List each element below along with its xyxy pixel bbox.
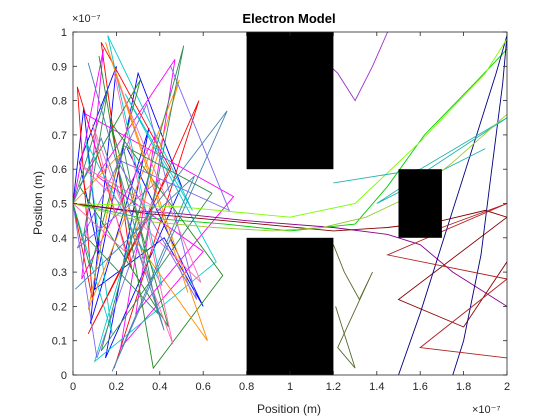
x-tick-label: 0.4 xyxy=(152,381,167,393)
x-tick-label: 1.8 xyxy=(456,381,471,393)
x-tick-label: 1.2 xyxy=(326,381,341,393)
y-tick-label: 0 xyxy=(61,370,67,382)
plot-area: 0 0.2 0.4 0.6 0.8 1 1.2 1.4 1.6 1.8 2 0 0.1 0.2 0.3 0.4… xyxy=(52,27,510,393)
x-tick-label: 2 xyxy=(504,381,510,393)
y-tick-label: 0.2 xyxy=(52,301,67,313)
trajectory-line-17 xyxy=(386,203,507,359)
trajectory-line-11 xyxy=(73,45,213,352)
trajectory-line-13 xyxy=(398,35,507,375)
trajectory-line-7 xyxy=(73,55,224,370)
y-tick-label: 1 xyxy=(61,27,67,39)
x-tick-label: 1.6 xyxy=(413,381,428,393)
y-axis-exponent: ×10⁻⁷ xyxy=(72,13,100,25)
y-tick-label: 0.5 xyxy=(52,199,67,211)
x-tick-label: 0.2 xyxy=(109,381,124,393)
x-axis-label: Position (m) xyxy=(257,402,321,416)
obstacle-block-1 xyxy=(246,32,334,170)
y-tick-label: 0.1 xyxy=(52,336,67,348)
obstacle-block-2 xyxy=(246,237,334,375)
y-tick-label: 0.8 xyxy=(52,96,67,108)
y-tick-label: 0.7 xyxy=(52,130,67,142)
x-axis-exponent: ×10⁻⁷ xyxy=(472,404,500,416)
y-tick-label: 0.6 xyxy=(52,164,67,176)
y-axis-label: Position (m) xyxy=(31,171,45,235)
trajectory-line-12 xyxy=(73,73,202,345)
trajectory-line-9 xyxy=(73,66,231,359)
obstacle-block-3 xyxy=(398,169,442,238)
x-tick-label: 0.6 xyxy=(196,381,211,393)
y-tick-label: 0.9 xyxy=(52,61,67,73)
trajectory-line-16 xyxy=(332,244,373,369)
x-tick-label: 0 xyxy=(70,381,76,393)
trajectory-line-15 xyxy=(73,62,228,372)
x-tick-label: 0.8 xyxy=(239,381,254,393)
trajectory-line-3 xyxy=(73,48,507,232)
y-tick-label: 0.4 xyxy=(52,233,67,245)
x-tick-label: 1 xyxy=(287,381,293,393)
chart-title: Electron Model xyxy=(242,11,335,26)
y-tick-label: 0.3 xyxy=(52,267,67,279)
x-tick-label: 1.4 xyxy=(369,381,384,393)
